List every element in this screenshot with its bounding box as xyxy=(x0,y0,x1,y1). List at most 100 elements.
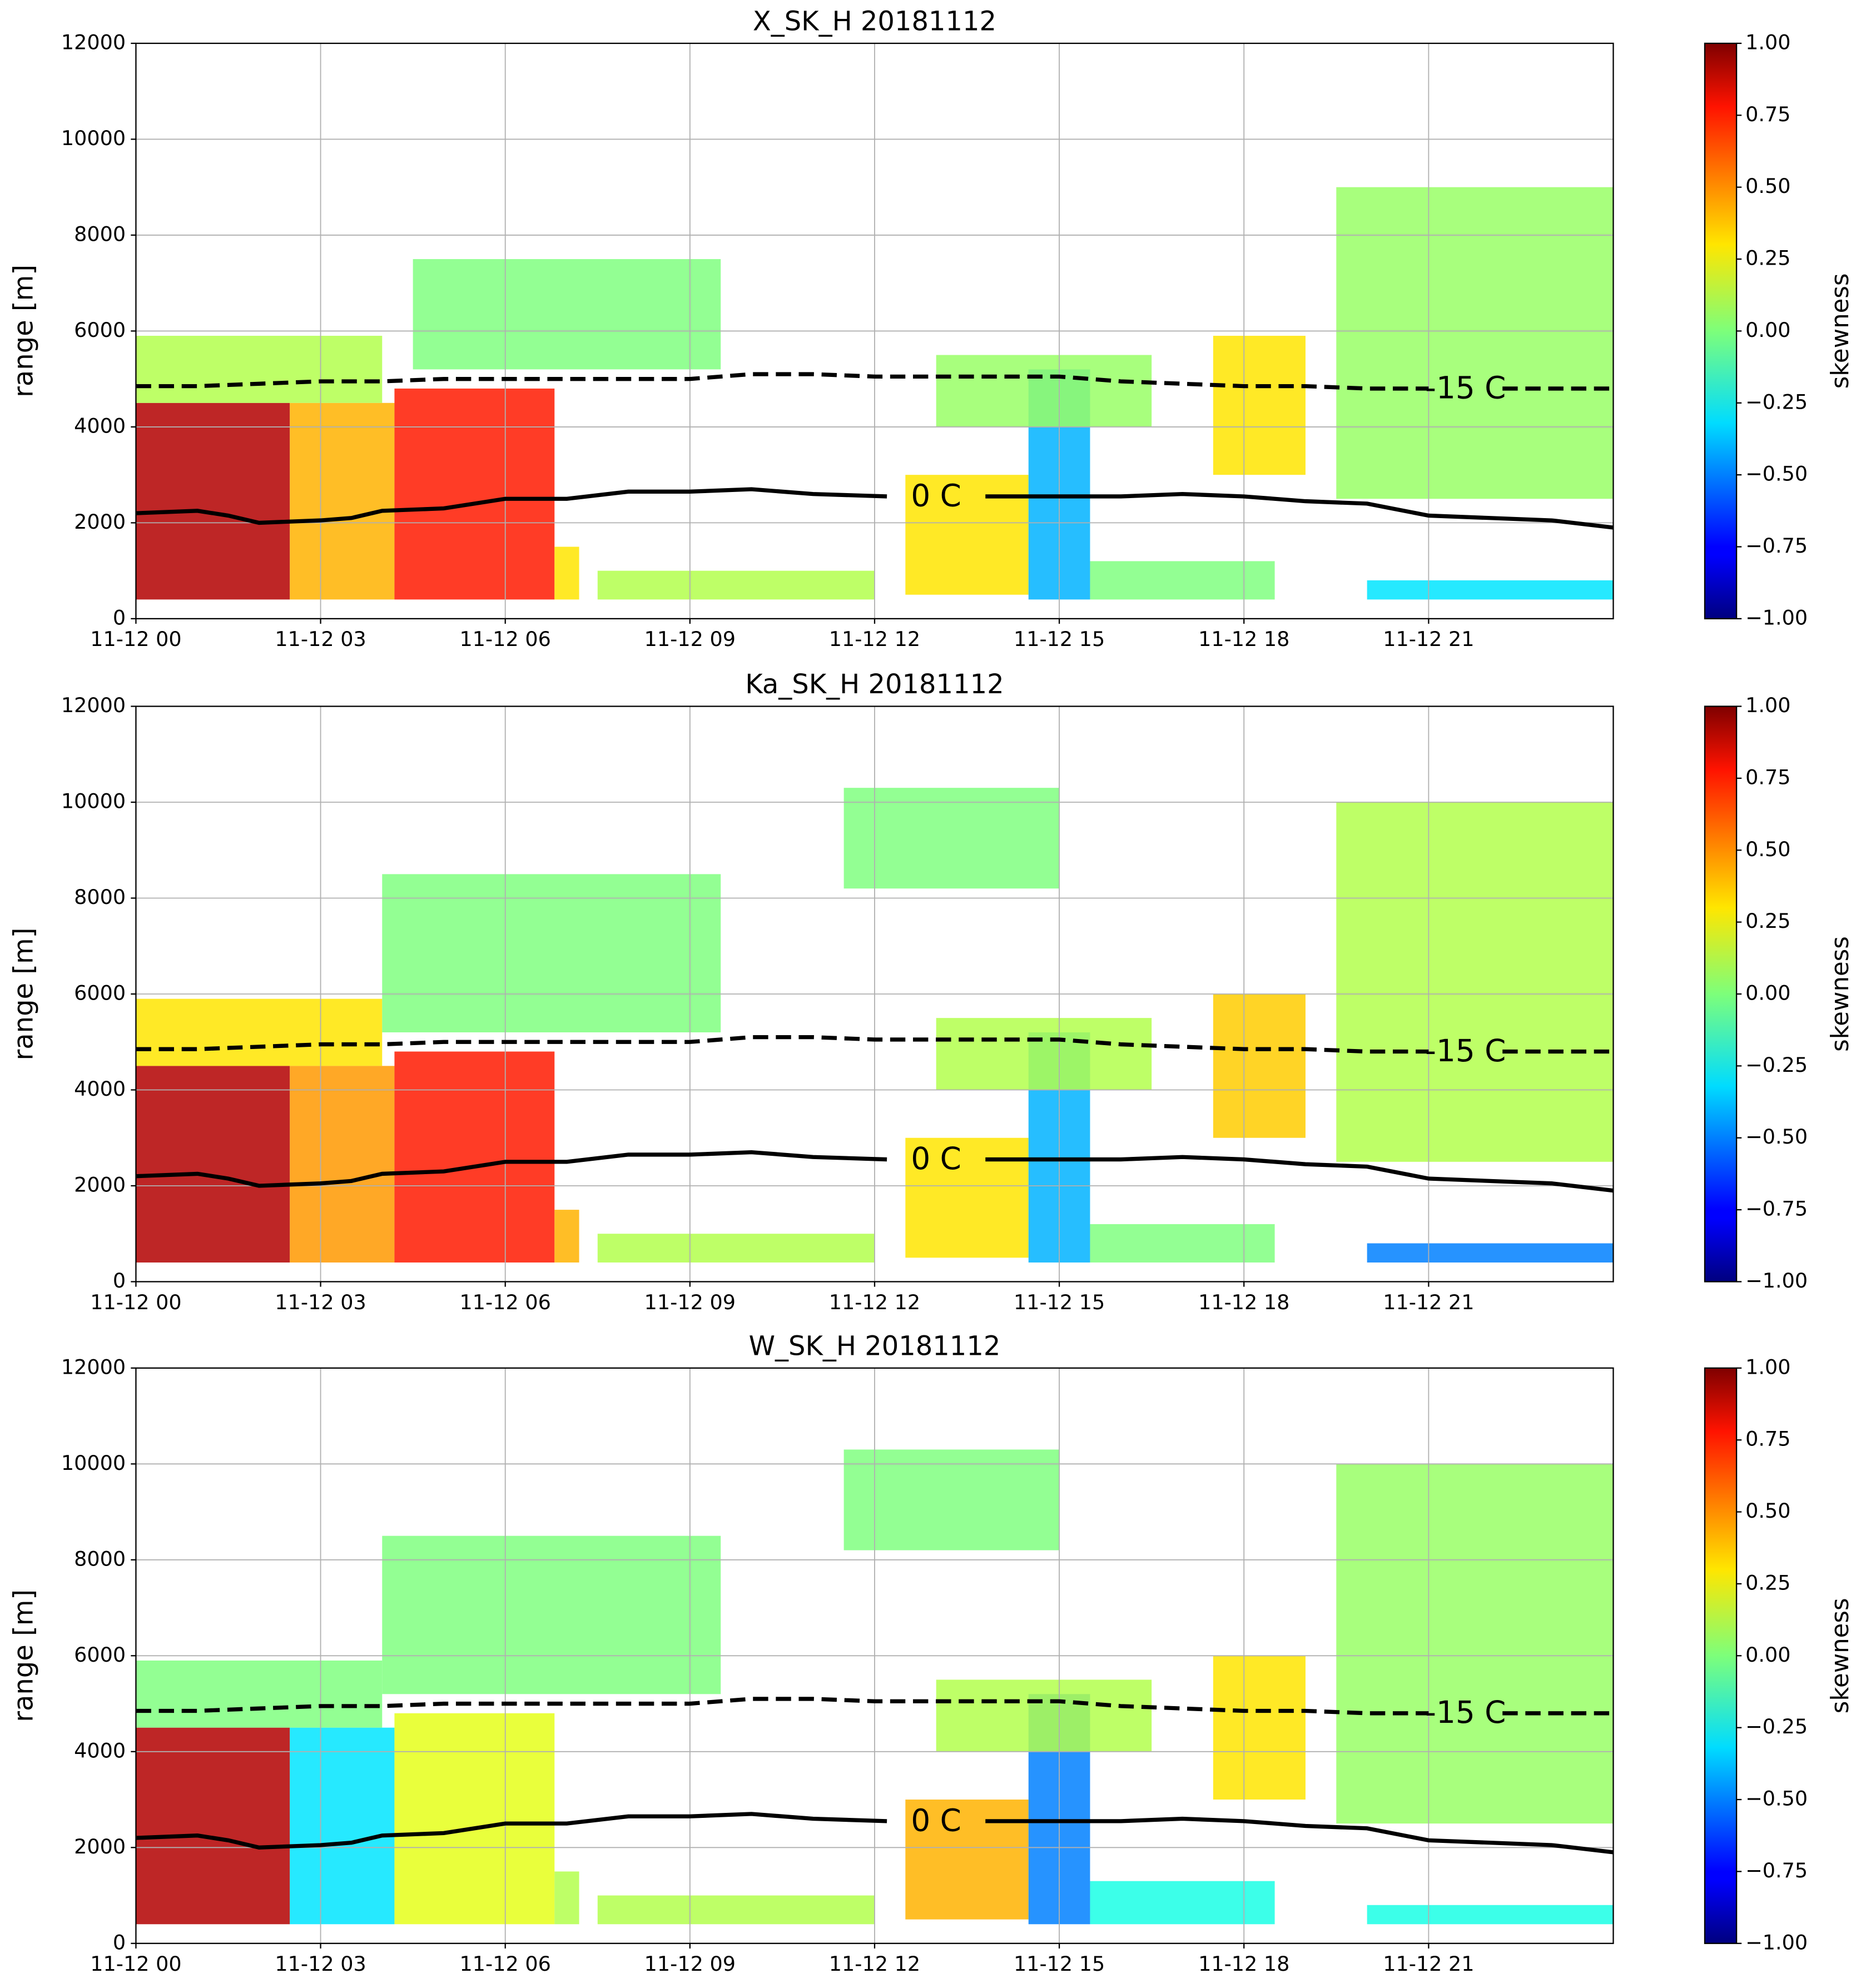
echo-cell xyxy=(136,402,290,600)
echo-cell xyxy=(1367,1243,1614,1263)
echo-cell xyxy=(382,874,721,1032)
y-tick-label: 2000 xyxy=(74,1835,126,1858)
echo-cell xyxy=(382,1535,721,1694)
isotherm-line xyxy=(136,1697,1614,1716)
colorbar xyxy=(1704,42,1738,620)
colorbar-tick-label: 0.50 xyxy=(1745,1499,1790,1523)
colorbar xyxy=(1704,705,1738,1283)
echo-cell xyxy=(136,1066,290,1263)
colorbar-tick-label: −0.25 xyxy=(1745,1714,1808,1738)
y-tick-label: 12000 xyxy=(61,30,126,54)
echo-cell xyxy=(1336,802,1614,1162)
echo-cell xyxy=(394,1051,555,1263)
y-tick-label: 8000 xyxy=(74,1547,126,1570)
echo-cell xyxy=(936,1018,1152,1090)
x-tick-label: 11-12 15 xyxy=(1014,1952,1105,1976)
plot-frame xyxy=(135,705,1614,1283)
echo-cell xyxy=(394,388,555,600)
colorbar-tick-label: 0.25 xyxy=(1745,1570,1790,1594)
colorbar-tick-label: −0.25 xyxy=(1745,1053,1808,1077)
y-tick-label: 0 xyxy=(113,1269,126,1293)
y-tick-label: 6000 xyxy=(74,1643,126,1667)
x-tick-label: 11-12 03 xyxy=(275,1952,366,1976)
plot-frame xyxy=(135,42,1614,620)
echo-cell xyxy=(290,1727,395,1925)
y-axis-label: range [m] xyxy=(8,265,39,397)
y-tick-label: 8000 xyxy=(74,885,126,909)
x-tick-label: 11-12 18 xyxy=(1198,1290,1289,1314)
x-tick-label: 11-12 21 xyxy=(1383,1290,1474,1314)
colorbar-label: skewness xyxy=(1827,936,1854,1052)
colorbar-tick-label: −0.75 xyxy=(1745,1197,1808,1221)
x-tick-label: 11-12 12 xyxy=(829,1290,920,1314)
plot-frame xyxy=(135,1367,1614,1944)
isotherm-line xyxy=(136,1150,1614,1193)
isotherm-label: -15 C xyxy=(1425,370,1506,405)
echo-cell xyxy=(1090,1224,1275,1263)
isotherm-label: 0 C xyxy=(911,1141,961,1176)
echo-cell xyxy=(1336,1464,1614,1824)
y-tick-label: 0 xyxy=(113,1930,126,1954)
echo-cell xyxy=(136,998,383,1066)
echo-cell xyxy=(136,1727,290,1925)
echo-cell xyxy=(290,1066,395,1263)
colorbar-tick-label: 0.25 xyxy=(1745,909,1790,933)
x-tick-label: 11-12 09 xyxy=(644,1952,736,1976)
isotherm-line xyxy=(136,487,1614,530)
y-tick-label: 2000 xyxy=(74,1172,126,1196)
y-tick-label: 6000 xyxy=(74,318,126,342)
x-tick-label: 11-12 03 xyxy=(275,1290,366,1314)
echo-cell xyxy=(394,1713,555,1925)
x-tick-label: 11-12 09 xyxy=(644,627,736,651)
echo-cell xyxy=(136,336,383,403)
echo-cell xyxy=(1336,187,1614,499)
x-tick-label: 11-12 18 xyxy=(1198,1952,1289,1976)
colorbar-tick-label: 0.00 xyxy=(1745,318,1790,342)
x-tick-label: 11-12 18 xyxy=(1198,627,1289,651)
colorbar-label: skewness xyxy=(1827,1598,1854,1713)
isotherm-line xyxy=(136,1812,1614,1855)
x-tick-label: 11-12 00 xyxy=(90,627,181,651)
echo-cell xyxy=(1213,1656,1306,1800)
colorbar xyxy=(1704,1367,1738,1944)
isotherm-label: 0 C xyxy=(911,1802,961,1838)
y-tick-label: 10000 xyxy=(61,126,126,150)
isotherm-label: -15 C xyxy=(1425,1694,1506,1730)
echo-cell xyxy=(597,570,875,600)
colorbar-tick-label: 0.50 xyxy=(1745,837,1790,861)
colorbar-tick-label: 0.00 xyxy=(1745,981,1790,1005)
x-tick-label: 11-12 21 xyxy=(1383,627,1474,651)
colorbar-tick-label: −0.75 xyxy=(1745,1858,1808,1882)
x-tick-label: 11-12 21 xyxy=(1383,1952,1474,1976)
echo-cell xyxy=(1367,580,1614,600)
y-axis-label: range [m] xyxy=(8,928,39,1061)
echo-cell xyxy=(843,1449,1060,1550)
x-tick-label: 11-12 06 xyxy=(460,1290,551,1314)
colorbar-tick-label: −1.00 xyxy=(1745,1930,1808,1954)
colorbar-tick-label: 0.75 xyxy=(1745,1427,1790,1451)
echo-cell xyxy=(1090,561,1275,600)
colorbar-tick-label: −0.25 xyxy=(1745,390,1808,414)
colorbar-tick-label: 1.00 xyxy=(1745,1355,1790,1379)
y-tick-label: 12000 xyxy=(61,693,126,717)
x-tick-label: 11-12 15 xyxy=(1014,1290,1105,1314)
echo-cell xyxy=(554,546,579,600)
y-tick-label: 10000 xyxy=(61,1451,126,1475)
echo-cell xyxy=(597,1234,875,1263)
isotherm-line xyxy=(136,1035,1614,1054)
y-tick-label: 4000 xyxy=(74,414,126,438)
colorbar-tick-label: −1.00 xyxy=(1745,1269,1808,1293)
colorbar-tick-label: −0.75 xyxy=(1745,534,1808,558)
echo-cell xyxy=(413,259,721,370)
y-tick-label: 4000 xyxy=(74,1738,126,1762)
echo-cell xyxy=(1213,994,1306,1138)
isotherm-label: 0 C xyxy=(911,478,961,513)
y-tick-label: 12000 xyxy=(61,1355,126,1379)
chart-title: Ka_SK_H 20181112 xyxy=(745,669,1004,700)
echo-cell xyxy=(136,1660,383,1728)
colorbar-tick-label: −1.00 xyxy=(1745,605,1808,629)
y-axis-label: range [m] xyxy=(8,1589,39,1722)
x-tick-label: 11-12 00 xyxy=(90,1952,181,1976)
